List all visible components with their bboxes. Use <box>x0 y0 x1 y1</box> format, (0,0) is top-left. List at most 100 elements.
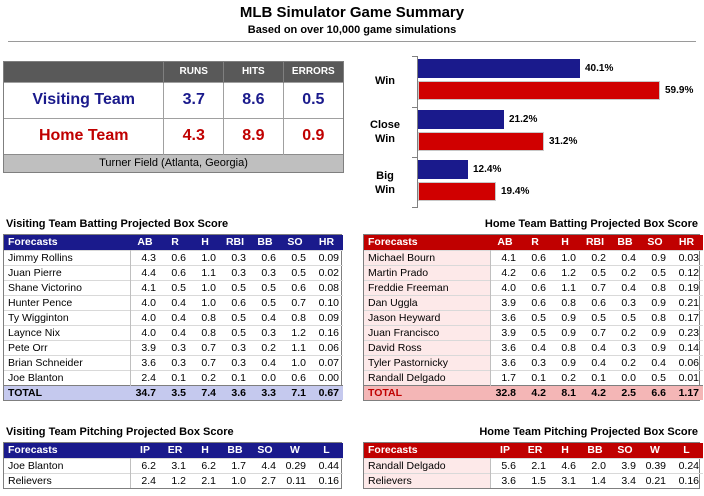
chart-axis-tick <box>412 107 417 108</box>
visiting-batting-header-row: Forecasts AB R H RBI BB SO HR <box>4 235 343 250</box>
home-pitching-row: Relievers 3.6 1.5 3.1 1.4 3.4 0.21 0.16 <box>364 472 703 488</box>
visiting-batting-stat-cell: SO <box>280 235 310 250</box>
visiting-batting-stat-cell: 0.02 <box>310 264 343 280</box>
home-batting-row: Jason Heyward 3.6 0.5 0.9 0.5 0.5 0.8 0.17 <box>364 309 703 325</box>
visiting-batting-stat-cell: 0.3 <box>250 264 280 280</box>
visiting-batting-stat-cell: 0.7 <box>280 294 310 310</box>
visiting-batting-stat-cell: 3.3 <box>250 384 280 400</box>
chart-axis-tick <box>412 207 417 208</box>
home-pitching-stat-cell: SO <box>610 443 640 458</box>
visiting-pitching-stat-cell: 0.44 <box>310 457 343 473</box>
visiting-batting-stat-cell: R <box>160 235 190 250</box>
visiting-batting-stat-cell: 3.6 <box>220 384 250 400</box>
home-batting-stat-cell: 0.6 <box>520 279 550 295</box>
home-batting-stat-cell: 0.9 <box>640 339 670 355</box>
home-batting-stat-cell: 1.1 <box>550 279 580 295</box>
visiting-batting-stat-cell: 0.10 <box>310 294 343 310</box>
visiting-batting-row: Ty Wigginton 4.0 0.4 0.8 0.5 0.4 0.8 0.09 <box>4 309 343 325</box>
home-batting-stat-cell: 6.6 <box>640 384 670 400</box>
visiting-batting-row: Brian Schneider 3.6 0.3 0.7 0.3 0.4 1.0 0.07 <box>4 354 343 370</box>
home-batting-stat-cell: 3.9 <box>490 294 520 310</box>
home-batting-stat-cell: 0.6 <box>580 294 610 310</box>
home-batting-table: Forecasts AB R H RBI BB SO HR Michael Bourn 4.1 0.… <box>363 234 703 401</box>
home-batting-stat-cell: H <box>550 235 580 250</box>
home-batting-name-cell: Martin Prado <box>364 264 491 280</box>
home-batting-stat-cell: 0.6 <box>520 249 550 265</box>
home-batting-name-cell: Juan Francisco <box>364 324 491 340</box>
home-batting-stat-cell: 0.4 <box>580 354 610 370</box>
visiting-batting-stat-cell: 0.7 <box>190 354 220 370</box>
visiting-batting-row: Hunter Pence 4.0 0.4 1.0 0.6 0.5 0.7 0.10 <box>4 294 343 310</box>
visiting-batting-stat-cell: 4.3 <box>130 249 160 265</box>
visiting-batting-stat-cell: 7.4 <box>190 384 220 400</box>
home-batting-stat-cell: 0.01 <box>670 369 703 385</box>
visiting-batting-stat-cell: 34.7 <box>130 384 160 400</box>
visiting-batting-stat-cell: 0.08 <box>310 279 343 295</box>
home-batting-stat-cell: 0.9 <box>640 294 670 310</box>
visiting-batting-stat-cell: 0.5 <box>250 279 280 295</box>
home-pitching-stat-cell: ER <box>520 443 550 458</box>
home-batting-total-row: TOTAL 32.8 4.2 8.1 4.2 2.5 6.6 1.17 <box>364 384 703 400</box>
home-pitching-row: Randall Delgado 5.6 2.1 4.6 2.0 3.9 0.39 0.24 <box>364 457 703 473</box>
visiting-batting-stat-cell: AB <box>130 235 160 250</box>
home-batting-stat-cell: 0.9 <box>550 309 580 325</box>
home-batting-stat-cell: 0.2 <box>610 264 640 280</box>
visiting-batting-name-cell: Shane Victorino <box>4 279 131 295</box>
home-pitching-title: Home Team Pitching Projected Box Score <box>479 426 698 438</box>
visiting-batting-stat-cell: 0.0 <box>250 369 280 385</box>
visiting-pitching-name-cell: Joe Blanton <box>4 457 131 473</box>
visiting-pitching-stat-cell: 4.4 <box>250 457 280 473</box>
home-batting-name-cell: Michael Bourn <box>364 249 491 265</box>
visiting-batting-row: Joe Blanton 2.4 0.1 0.2 0.1 0.0 0.6 0.00 <box>4 369 343 385</box>
visiting-batting-stat-cell: 0.6 <box>160 249 190 265</box>
home-batting-stat-cell: 3.6 <box>490 339 520 355</box>
visiting-batting-stat-cell: 0.6 <box>280 369 310 385</box>
home-bar-label: 31.2% <box>549 136 578 147</box>
home-bar-label: 19.4% <box>501 186 530 197</box>
home-batting-stat-cell: 0.1 <box>520 369 550 385</box>
home-batting-stat-cell: 0.1 <box>580 369 610 385</box>
visiting-batting-stat-cell: 0.5 <box>220 309 250 325</box>
visiting-batting-row: Laynce Nix 4.0 0.4 0.8 0.5 0.3 1.2 0.16 <box>4 324 343 340</box>
visiting-batting-stat-cell: 0.4 <box>250 354 280 370</box>
home-batting-stat-cell: 0.5 <box>640 264 670 280</box>
visiting-batting-table: Forecasts AB R H RBI BB SO HR Jimmy Rollins 4.3 0.… <box>3 234 343 401</box>
visiting-batting-row: Jimmy Rollins 4.3 0.6 1.0 0.3 0.6 0.5 0.09 <box>4 249 343 265</box>
visiting-pitching-name-cell: Relievers <box>4 472 131 488</box>
visiting-pitching-stat-cell: IP <box>130 443 160 458</box>
home-pitching-stat-cell: 1.4 <box>580 472 610 488</box>
visiting-batting-stat-cell: 0.8 <box>280 309 310 325</box>
home-batting-stat-cell: 2.5 <box>610 384 640 400</box>
visiting-pitching-stat-cell: 3.1 <box>160 457 190 473</box>
visiting-pitching-name-cell: Forecasts <box>4 443 130 458</box>
home-batting-stat-cell: 0.03 <box>670 249 703 265</box>
visiting-batting-stat-cell: 7.1 <box>280 384 310 400</box>
visiting-bar-label: 21.2% <box>509 114 538 125</box>
visiting-batting-stat-cell: 4.0 <box>130 309 160 325</box>
home-batting-stat-cell: 0.6 <box>520 294 550 310</box>
home-batting-stat-cell: 0.2 <box>610 324 640 340</box>
home-batting-stat-cell: 0.2 <box>580 249 610 265</box>
visiting-pitching-stat-cell: 1.0 <box>220 472 250 488</box>
home-batting-stat-cell: 0.5 <box>520 309 550 325</box>
visiting-batting-stat-cell: 0.3 <box>250 324 280 340</box>
visiting-batting-stat-cell: 0.3 <box>220 339 250 355</box>
home-pitching-stat-cell: 3.1 <box>550 472 580 488</box>
home-batting-stat-cell: 0.5 <box>520 324 550 340</box>
home-pitching-stat-cell: 0.39 <box>640 457 670 473</box>
home-batting-stat-cell: 0.3 <box>610 339 640 355</box>
home-batting-stat-cell: 1.2 <box>550 264 580 280</box>
home-batting-stat-cell: 0.17 <box>670 309 703 325</box>
home-batting-stat-cell: 0.23 <box>670 324 703 340</box>
home-batting-stat-cell: 0.9 <box>550 324 580 340</box>
visiting-batting-stat-cell: 0.3 <box>220 264 250 280</box>
visiting-batting-stat-cell: 0.8 <box>190 309 220 325</box>
home-batting-stat-cell: 0.2 <box>610 354 640 370</box>
home-batting-stat-cell: 0.8 <box>640 309 670 325</box>
visiting-batting-stat-cell: 0.5 <box>220 279 250 295</box>
visiting-batting-stat-cell: H <box>190 235 220 250</box>
visiting-batting-stat-cell: 0.00 <box>310 369 343 385</box>
visiting-pitching-title: Visiting Team Pitching Projected Box Sco… <box>6 426 234 438</box>
summary-header-errors: ERRORS <box>282 62 343 82</box>
visiting-batting-stat-cell: 0.6 <box>250 249 280 265</box>
